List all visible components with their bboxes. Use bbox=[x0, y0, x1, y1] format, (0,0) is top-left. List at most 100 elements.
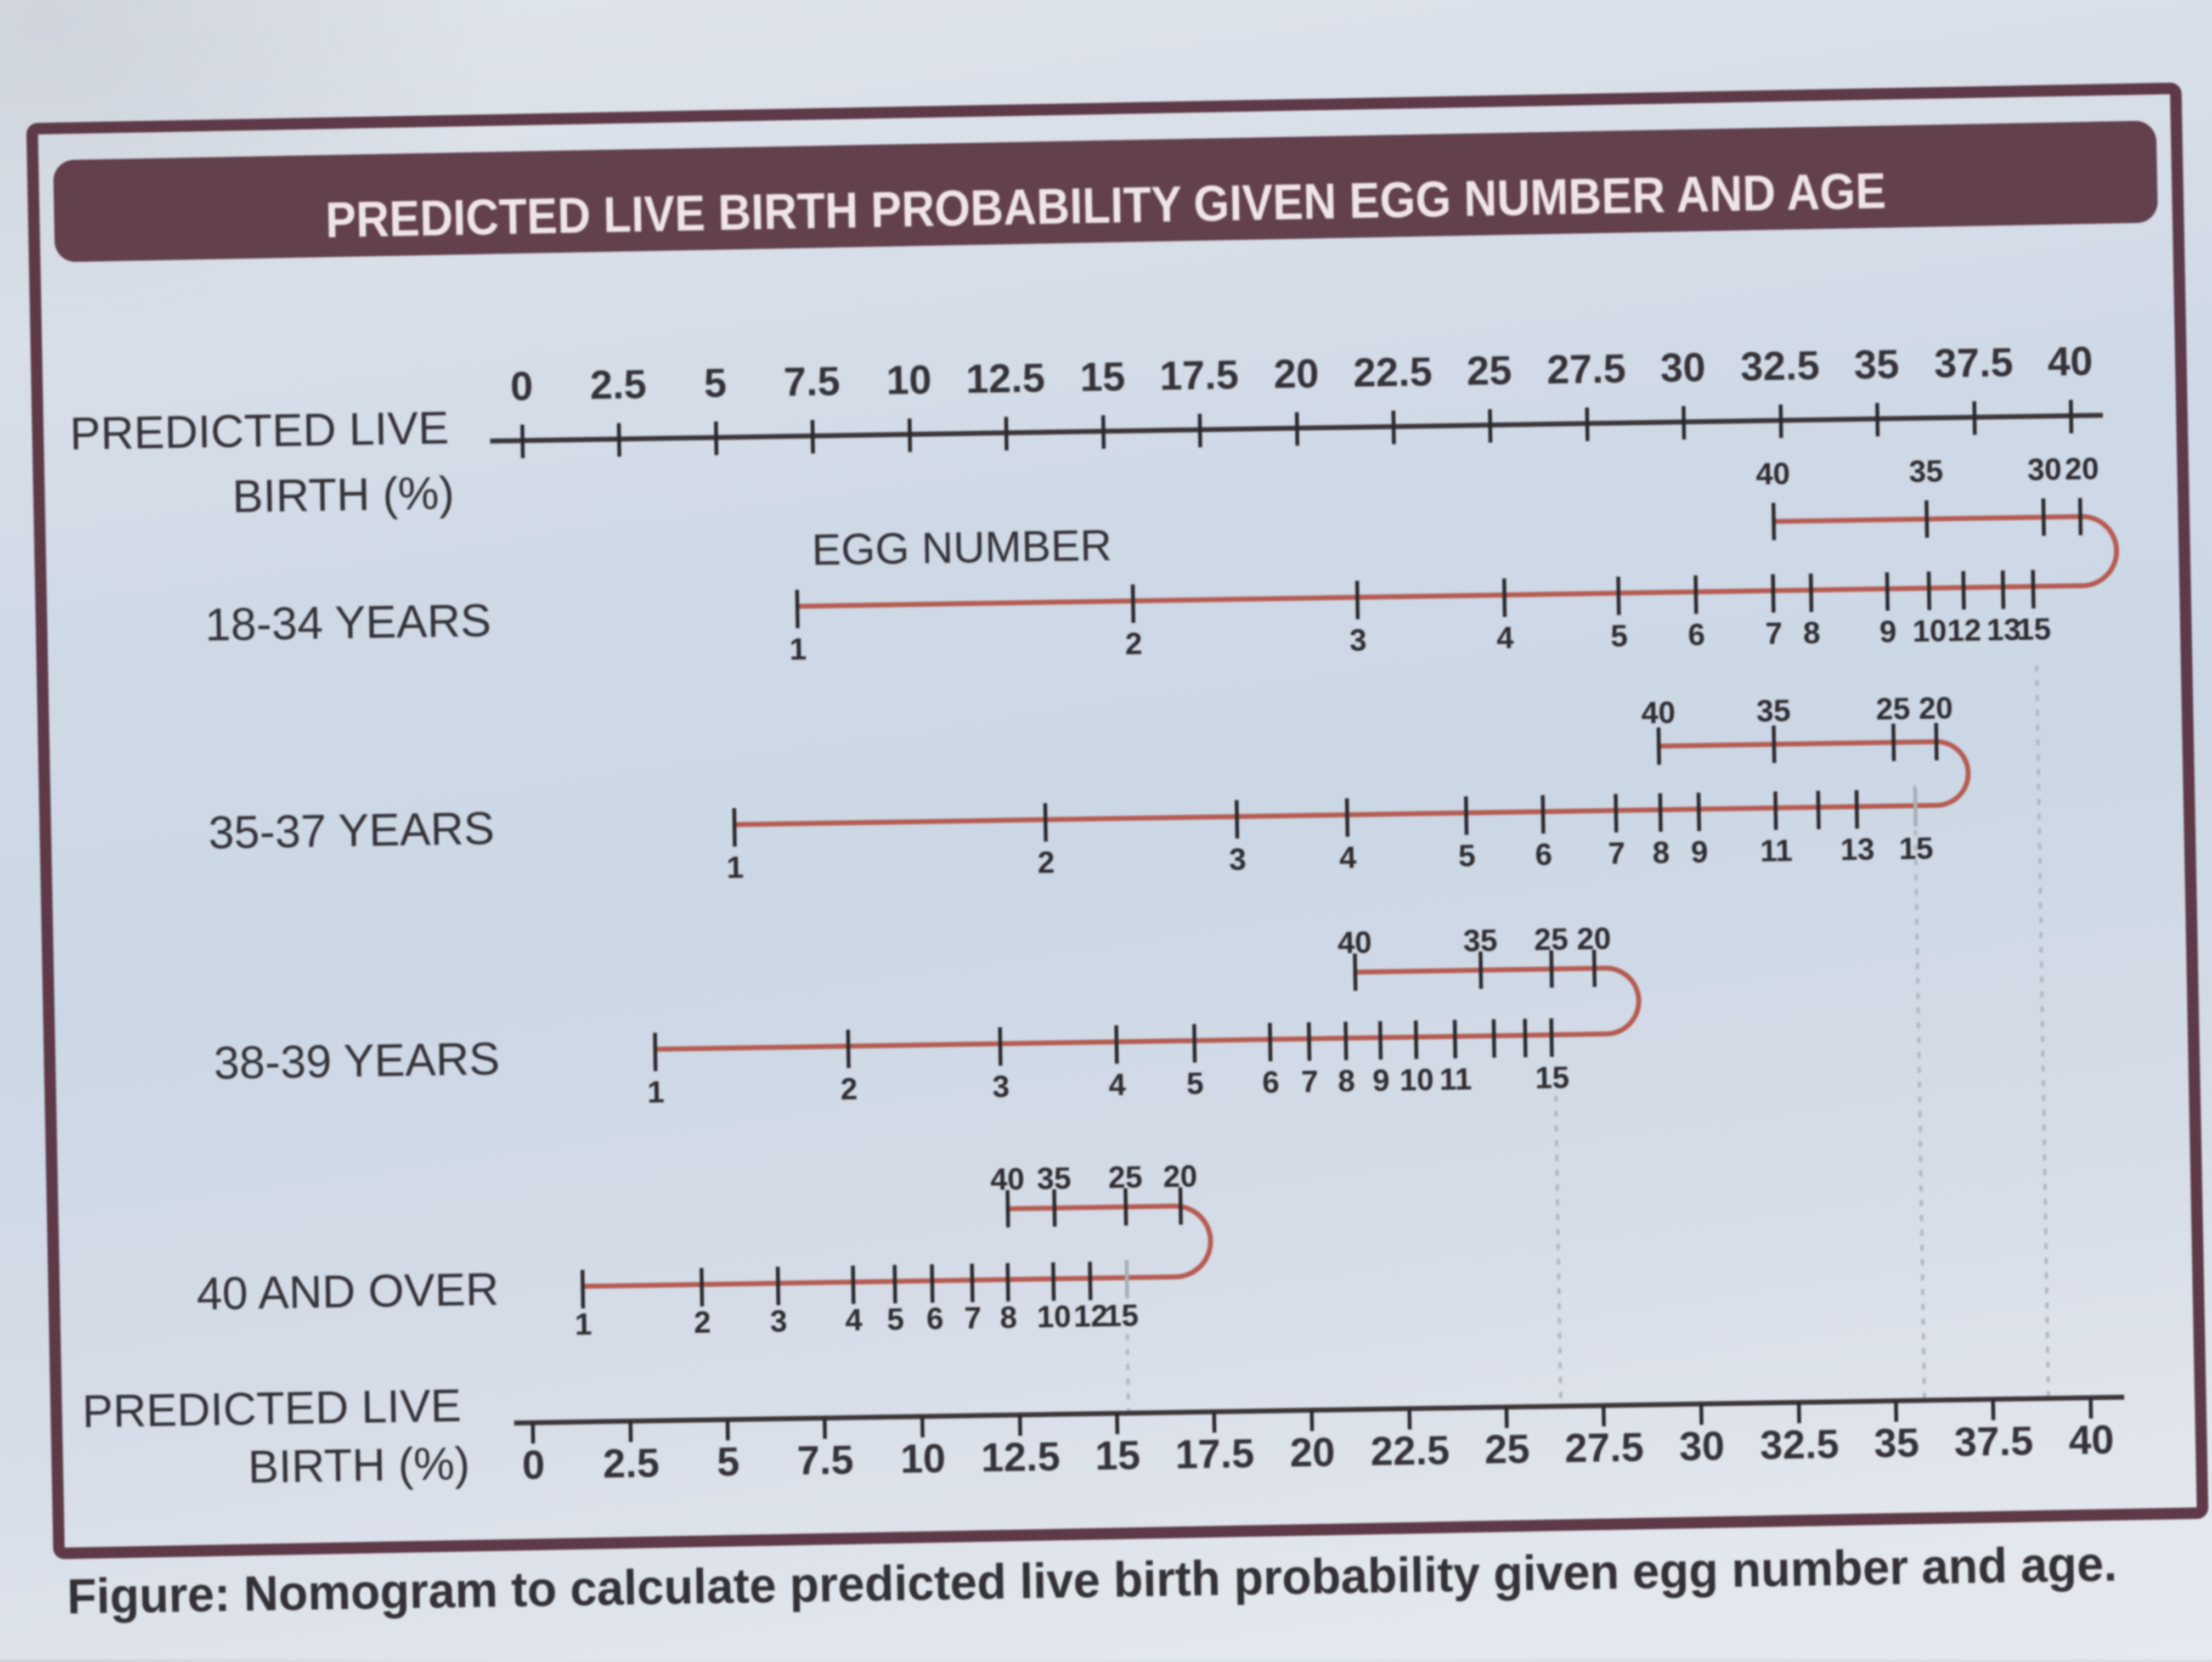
svg-text:15: 15 bbox=[1080, 353, 1126, 399]
svg-text:7: 7 bbox=[1608, 836, 1626, 870]
svg-text:10: 10 bbox=[1037, 1299, 1071, 1334]
svg-text:3: 3 bbox=[1349, 622, 1367, 657]
svg-text:7.5: 7.5 bbox=[797, 1437, 854, 1484]
svg-text:35: 35 bbox=[1463, 923, 1498, 958]
svg-text:20: 20 bbox=[1289, 1429, 1335, 1475]
svg-text:PREDICTED LIVE: PREDICTED LIVE bbox=[82, 1379, 461, 1437]
svg-text:35-37 YEARS: 35-37 YEARS bbox=[208, 802, 495, 858]
svg-text:15: 15 bbox=[2017, 611, 2051, 646]
svg-text:2: 2 bbox=[1037, 845, 1055, 880]
svg-text:BIRTH (%): BIRTH (%) bbox=[247, 1438, 470, 1492]
svg-text:7: 7 bbox=[1765, 616, 1782, 650]
svg-text:18-34 YEARS: 18-34 YEARS bbox=[205, 594, 492, 650]
svg-text:30: 30 bbox=[1679, 1423, 1725, 1469]
svg-text:1: 1 bbox=[789, 632, 807, 666]
svg-text:3: 3 bbox=[770, 1303, 787, 1338]
svg-text:3: 3 bbox=[1229, 842, 1246, 876]
svg-text:40: 40 bbox=[1338, 925, 1372, 960]
svg-text:4: 4 bbox=[1339, 840, 1357, 875]
svg-text:5: 5 bbox=[716, 1439, 740, 1485]
svg-text:6: 6 bbox=[1535, 837, 1553, 871]
svg-text:40: 40 bbox=[1756, 456, 1790, 491]
svg-text:7.5: 7.5 bbox=[783, 358, 840, 405]
svg-text:15: 15 bbox=[1104, 1298, 1139, 1333]
svg-text:35: 35 bbox=[1874, 1419, 1920, 1466]
svg-text:10: 10 bbox=[1912, 613, 1947, 648]
svg-text:40: 40 bbox=[990, 1161, 1025, 1196]
svg-text:9: 9 bbox=[1691, 834, 1708, 869]
svg-text:12.5: 12.5 bbox=[981, 1433, 1060, 1480]
svg-text:37.5: 37.5 bbox=[1954, 1418, 2033, 1464]
svg-text:5: 5 bbox=[1610, 618, 1628, 653]
svg-text:PREDICTED LIVE: PREDICTED LIVE bbox=[70, 402, 449, 459]
svg-text:37.5: 37.5 bbox=[1934, 339, 2013, 386]
svg-text:25: 25 bbox=[1876, 691, 1910, 726]
svg-text:22.5: 22.5 bbox=[1370, 1427, 1450, 1474]
svg-text:9: 9 bbox=[1372, 1063, 1390, 1097]
svg-text:15: 15 bbox=[1535, 1060, 1570, 1095]
svg-text:15: 15 bbox=[1094, 1432, 1141, 1478]
svg-text:2: 2 bbox=[840, 1071, 857, 1106]
svg-text:32.5: 32.5 bbox=[1759, 1421, 1839, 1468]
svg-text:35: 35 bbox=[1909, 453, 1943, 488]
svg-text:40: 40 bbox=[2047, 338, 2094, 384]
svg-text:6: 6 bbox=[1262, 1064, 1279, 1099]
svg-text:5: 5 bbox=[704, 360, 727, 406]
svg-text:35: 35 bbox=[1037, 1160, 1071, 1196]
svg-text:12: 12 bbox=[1074, 1298, 1108, 1333]
svg-text:0: 0 bbox=[522, 1442, 545, 1488]
svg-text:20: 20 bbox=[1163, 1158, 1198, 1193]
svg-text:25: 25 bbox=[1108, 1159, 1143, 1195]
svg-text:11: 11 bbox=[1439, 1061, 1472, 1096]
svg-text:8: 8 bbox=[1803, 615, 1820, 650]
svg-text:20: 20 bbox=[2064, 451, 2099, 486]
svg-text:2.5: 2.5 bbox=[602, 1440, 659, 1486]
svg-text:2: 2 bbox=[1125, 626, 1142, 661]
svg-text:5: 5 bbox=[1458, 838, 1476, 872]
svg-text:17.5: 17.5 bbox=[1175, 1430, 1255, 1477]
svg-text:BIRTH (%): BIRTH (%) bbox=[232, 467, 455, 522]
svg-text:40: 40 bbox=[1641, 695, 1675, 730]
svg-text:40 AND OVER: 40 AND OVER bbox=[196, 1263, 499, 1320]
svg-text:12: 12 bbox=[1947, 612, 1982, 647]
svg-text:7: 7 bbox=[964, 1300, 981, 1335]
svg-text:11: 11 bbox=[1760, 833, 1793, 868]
svg-text:20: 20 bbox=[1273, 351, 1319, 397]
svg-text:EGG NUMBER: EGG NUMBER bbox=[811, 521, 1112, 574]
svg-text:35: 35 bbox=[1854, 341, 1900, 387]
svg-text:4: 4 bbox=[845, 1302, 862, 1337]
svg-text:1: 1 bbox=[647, 1074, 664, 1109]
svg-text:20: 20 bbox=[1577, 921, 1611, 956]
svg-text:15: 15 bbox=[1899, 831, 1933, 866]
svg-text:30: 30 bbox=[1660, 344, 1706, 390]
svg-text:8: 8 bbox=[1338, 1063, 1355, 1098]
svg-text:10: 10 bbox=[900, 1435, 946, 1481]
svg-text:13: 13 bbox=[1840, 832, 1875, 867]
svg-text:9: 9 bbox=[1879, 614, 1897, 649]
svg-text:32.5: 32.5 bbox=[1740, 342, 1820, 389]
svg-text:2: 2 bbox=[693, 1305, 711, 1339]
svg-text:27.5: 27.5 bbox=[1565, 1424, 1644, 1471]
svg-text:1: 1 bbox=[574, 1306, 592, 1341]
svg-text:4: 4 bbox=[1496, 620, 1514, 655]
svg-text:22.5: 22.5 bbox=[1353, 348, 1432, 395]
svg-text:8: 8 bbox=[1652, 835, 1670, 870]
svg-text:8: 8 bbox=[1000, 1300, 1017, 1334]
svg-text:1: 1 bbox=[726, 850, 744, 884]
svg-text:40: 40 bbox=[2068, 1417, 2114, 1463]
svg-text:25: 25 bbox=[1534, 922, 1568, 957]
svg-text:20: 20 bbox=[1918, 690, 1953, 725]
svg-text:5: 5 bbox=[887, 1302, 904, 1336]
svg-text:30: 30 bbox=[2027, 452, 2062, 487]
svg-text:6: 6 bbox=[926, 1301, 944, 1336]
svg-text:10: 10 bbox=[1400, 1062, 1434, 1097]
svg-text:2.5: 2.5 bbox=[590, 361, 647, 408]
svg-text:0: 0 bbox=[510, 363, 533, 409]
svg-text:25: 25 bbox=[1466, 347, 1513, 393]
svg-text:10: 10 bbox=[886, 357, 932, 403]
svg-text:13: 13 bbox=[1987, 612, 2021, 647]
svg-text:17.5: 17.5 bbox=[1159, 352, 1239, 398]
svg-text:6: 6 bbox=[1688, 617, 1705, 651]
svg-text:4: 4 bbox=[1108, 1067, 1126, 1101]
svg-text:7: 7 bbox=[1301, 1064, 1318, 1098]
